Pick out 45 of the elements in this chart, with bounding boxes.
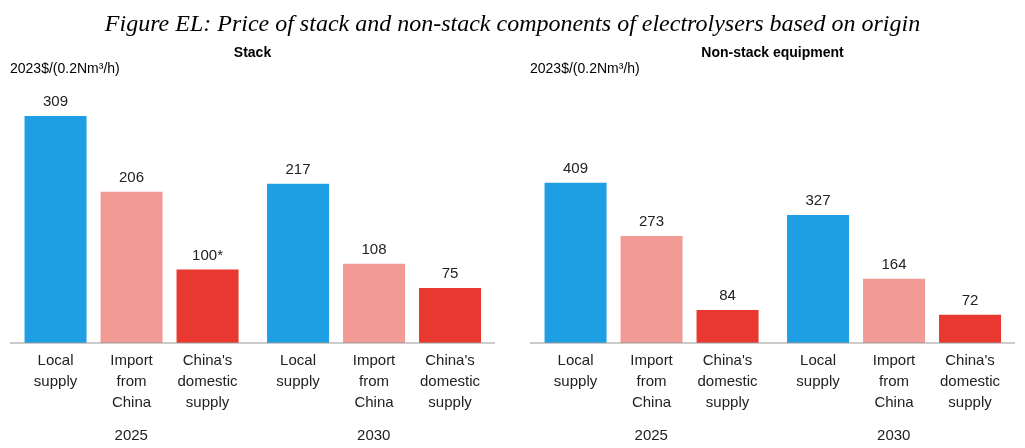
bar xyxy=(939,314,1002,343)
data-label: 327 xyxy=(805,190,831,208)
bar xyxy=(544,182,607,343)
series-label: Import from China xyxy=(110,351,154,410)
text: Import from China xyxy=(352,351,396,410)
data-label: 206 xyxy=(119,167,145,185)
y-axis-title: 2023$/(0.2Nm³/h) xyxy=(530,60,640,76)
data-label: 217 xyxy=(285,159,311,177)
bar xyxy=(419,287,482,343)
bar xyxy=(620,236,683,343)
bar xyxy=(787,214,850,343)
series-label: Local supply xyxy=(33,351,78,389)
series-label: China's domestic supply xyxy=(177,351,239,410)
data-label: 72 xyxy=(961,290,979,308)
text: Local supply xyxy=(276,351,320,389)
chart-subtitle: Non-stack equipment xyxy=(700,44,845,60)
bar xyxy=(100,191,163,343)
x-tick-label: 2025 xyxy=(634,425,668,443)
chart-title: Figure EL: Price of stack and non-stack components of electrolysers based on origin xyxy=(103,10,922,37)
data-label: 309 xyxy=(43,92,69,110)
data-label: 84 xyxy=(719,286,736,304)
series-label: Local supply xyxy=(553,351,598,389)
data-label: 164 xyxy=(881,254,907,272)
bar xyxy=(696,310,759,343)
text: China's domestic supply xyxy=(420,351,481,410)
x-tick-label: 2030 xyxy=(877,425,911,443)
data-label: 409 xyxy=(563,158,589,176)
bar xyxy=(343,263,406,343)
data-label: 273 xyxy=(639,212,665,230)
bar xyxy=(863,278,926,343)
x-tick-label: 2025 xyxy=(114,425,148,443)
chart-subtitle: Stack xyxy=(232,44,273,60)
series-label: China's domestic supply xyxy=(697,351,759,410)
text: Local supply xyxy=(796,351,840,389)
text: Import from China xyxy=(872,351,916,410)
bar xyxy=(267,183,330,343)
bar xyxy=(176,269,239,343)
text: China's domestic supply xyxy=(940,351,1001,410)
bar xyxy=(24,116,87,343)
data-label: 100* xyxy=(192,245,224,263)
series-label: Import from China xyxy=(630,351,674,410)
y-axis-title: 2023$/(0.2Nm³/h) xyxy=(10,60,120,76)
data-label: 75 xyxy=(441,263,459,281)
x-tick-label: 2030 xyxy=(357,425,391,443)
data-label: 108 xyxy=(361,239,387,257)
